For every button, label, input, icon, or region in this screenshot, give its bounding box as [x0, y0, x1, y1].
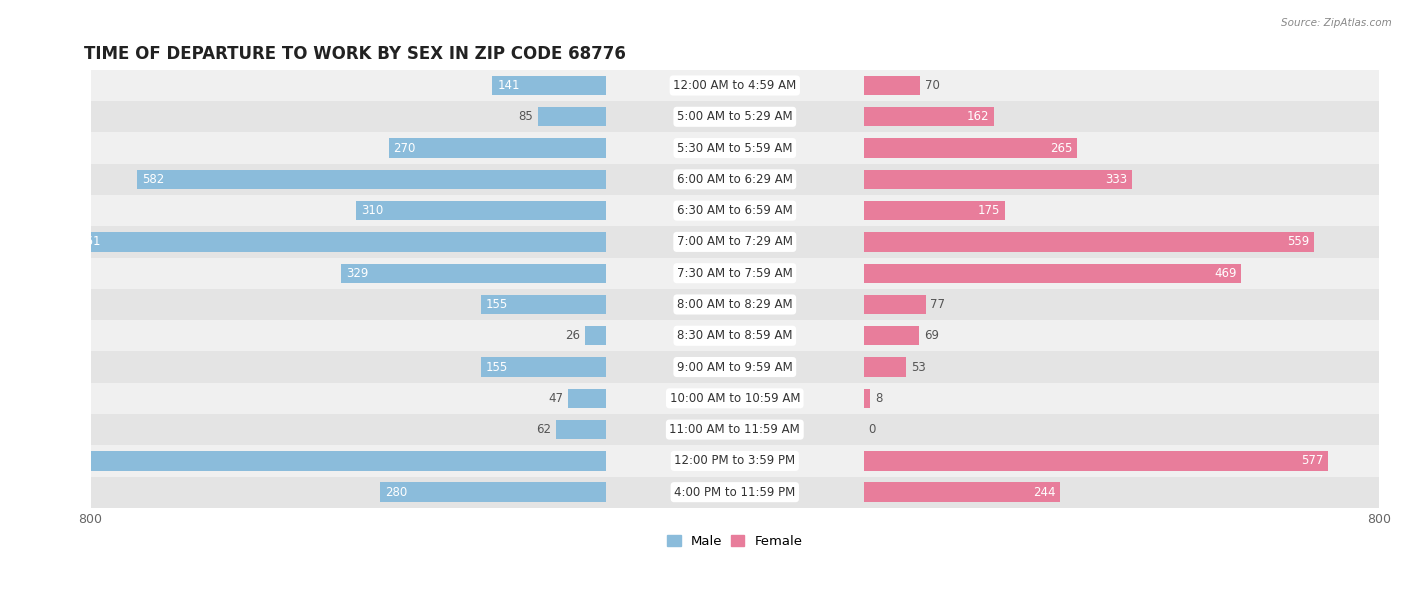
Bar: [863, 201, 1004, 220]
Text: 62: 62: [536, 423, 551, 436]
Text: 582: 582: [142, 173, 165, 186]
Text: 577: 577: [1301, 455, 1323, 468]
Bar: [90, 383, 1379, 414]
Bar: [863, 139, 1077, 158]
Bar: [863, 295, 925, 314]
Text: 70: 70: [925, 79, 939, 92]
Bar: [863, 358, 907, 377]
Bar: [585, 326, 606, 346]
Text: 333: 333: [1105, 173, 1128, 186]
Bar: [537, 107, 606, 127]
Text: 6:30 AM to 6:59 AM: 6:30 AM to 6:59 AM: [676, 204, 793, 217]
Text: 8:30 AM to 8:59 AM: 8:30 AM to 8:59 AM: [678, 329, 793, 342]
Bar: [863, 232, 1313, 252]
Text: 77: 77: [931, 298, 945, 311]
Text: 244: 244: [1033, 486, 1056, 499]
Bar: [90, 195, 1379, 226]
Legend: Male, Female: Male, Female: [662, 530, 807, 554]
Bar: [0, 451, 606, 471]
Text: 329: 329: [346, 267, 368, 280]
Bar: [555, 420, 606, 439]
Text: 469: 469: [1213, 267, 1236, 280]
Bar: [863, 170, 1132, 189]
Text: 7:30 AM to 7:59 AM: 7:30 AM to 7:59 AM: [676, 267, 793, 280]
Bar: [568, 389, 606, 408]
Bar: [90, 445, 1379, 477]
Text: 265: 265: [1050, 142, 1073, 155]
Bar: [863, 264, 1241, 283]
Bar: [73, 232, 606, 252]
Text: 5:30 AM to 5:59 AM: 5:30 AM to 5:59 AM: [678, 142, 793, 155]
Bar: [863, 76, 920, 95]
Text: 12:00 AM to 4:59 AM: 12:00 AM to 4:59 AM: [673, 79, 796, 92]
Bar: [863, 483, 1060, 502]
Text: 4:00 PM to 11:59 PM: 4:00 PM to 11:59 PM: [673, 486, 796, 499]
Text: 53: 53: [911, 361, 927, 374]
Text: 280: 280: [385, 486, 408, 499]
Text: 12:00 PM to 3:59 PM: 12:00 PM to 3:59 PM: [675, 455, 796, 468]
Text: 10:00 AM to 10:59 AM: 10:00 AM to 10:59 AM: [669, 392, 800, 405]
Text: Source: ZipAtlas.com: Source: ZipAtlas.com: [1281, 18, 1392, 28]
Bar: [388, 139, 606, 158]
Bar: [90, 414, 1379, 445]
Bar: [863, 389, 870, 408]
Bar: [90, 352, 1379, 383]
Bar: [138, 170, 606, 189]
Text: 26: 26: [565, 329, 581, 342]
Text: 757: 757: [1, 455, 24, 468]
Text: 5:00 AM to 5:29 AM: 5:00 AM to 5:29 AM: [676, 110, 793, 123]
Text: 175: 175: [977, 204, 1000, 217]
Bar: [481, 358, 606, 377]
Text: 661: 661: [79, 236, 101, 249]
Text: 6:00 AM to 6:29 AM: 6:00 AM to 6:29 AM: [676, 173, 793, 186]
Text: TIME OF DEPARTURE TO WORK BY SEX IN ZIP CODE 68776: TIME OF DEPARTURE TO WORK BY SEX IN ZIP …: [84, 45, 626, 62]
Bar: [90, 320, 1379, 352]
Bar: [492, 76, 606, 95]
Text: 7:00 AM to 7:29 AM: 7:00 AM to 7:29 AM: [676, 236, 793, 249]
Bar: [481, 295, 606, 314]
Bar: [863, 107, 994, 127]
Bar: [90, 289, 1379, 320]
Bar: [90, 70, 1379, 101]
Bar: [342, 264, 606, 283]
Text: 559: 559: [1286, 236, 1309, 249]
Text: 0: 0: [869, 423, 876, 436]
Text: 310: 310: [361, 204, 384, 217]
Text: 11:00 AM to 11:59 AM: 11:00 AM to 11:59 AM: [669, 423, 800, 436]
Text: 69: 69: [924, 329, 939, 342]
Text: 155: 155: [486, 361, 508, 374]
Bar: [90, 164, 1379, 195]
Text: 85: 85: [517, 110, 533, 123]
Text: 9:00 AM to 9:59 AM: 9:00 AM to 9:59 AM: [676, 361, 793, 374]
Bar: [90, 258, 1379, 289]
Bar: [381, 483, 606, 502]
Text: 162: 162: [967, 110, 990, 123]
Text: 8: 8: [875, 392, 883, 405]
Text: 8:00 AM to 8:29 AM: 8:00 AM to 8:29 AM: [676, 298, 793, 311]
Bar: [90, 101, 1379, 133]
Text: 155: 155: [486, 298, 508, 311]
Text: 270: 270: [394, 142, 416, 155]
Bar: [863, 326, 920, 346]
Text: 47: 47: [548, 392, 564, 405]
Bar: [90, 226, 1379, 258]
Bar: [90, 477, 1379, 508]
Bar: [356, 201, 606, 220]
Bar: [863, 451, 1329, 471]
Bar: [90, 133, 1379, 164]
Text: 141: 141: [498, 79, 520, 92]
